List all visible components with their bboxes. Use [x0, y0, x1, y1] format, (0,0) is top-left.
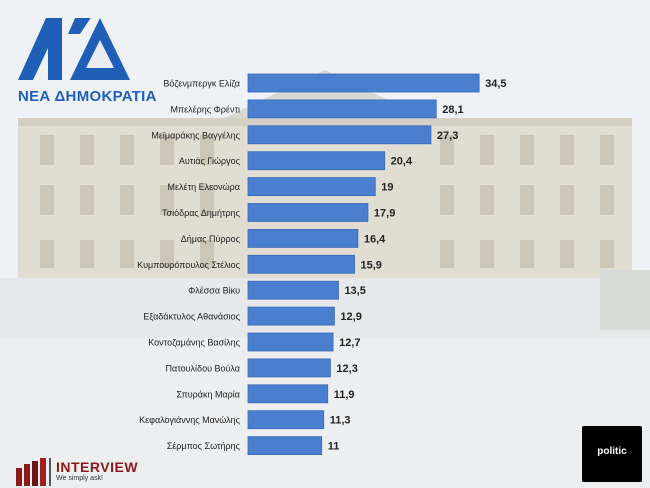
bar [247, 384, 329, 404]
bar [247, 177, 376, 197]
bar [247, 436, 323, 456]
bar [247, 332, 334, 352]
value-label: 13,5 [344, 285, 365, 297]
bar [247, 358, 331, 378]
value-label: 11,9 [334, 389, 355, 401]
bar [247, 125, 432, 145]
category-label: Δήμας Πύρρος [181, 234, 241, 244]
value-label: 12,9 [340, 311, 361, 323]
media-logo: politic [582, 426, 642, 482]
category-label: Κυμπουρόπουλος Στέλιος [137, 260, 241, 270]
value-label: 15,9 [361, 259, 382, 271]
bar [247, 73, 480, 93]
value-label: 17,9 [374, 208, 395, 220]
party-name: ΝΕΑ ΔΗΜΟΚΡΑΤΙΑ [18, 88, 157, 105]
bar [247, 280, 339, 300]
category-label: Τσιόδρας Δημήτρης [162, 208, 241, 218]
bar [247, 306, 335, 326]
category-label: Κεφαλογιάννης Μανώλης [139, 415, 241, 425]
value-label: 11 [328, 441, 340, 453]
value-label: 27,3 [437, 130, 458, 142]
bar [247, 410, 325, 430]
category-label: Εξαδάκτυλος Αθανάσιος [143, 312, 240, 322]
nd-logo-icon [18, 18, 130, 80]
category-label: Αυτιάς Γιώργος [179, 156, 241, 166]
value-label: 28,1 [442, 104, 463, 116]
value-label: 19 [381, 182, 393, 194]
pollster-name: INTERVIEW [56, 459, 139, 475]
bar [247, 151, 386, 171]
category-label: Μεϊμαράκης Βαγγέλης [151, 130, 240, 140]
bar [247, 228, 359, 248]
media-name: politic [597, 446, 627, 457]
value-label: 12,3 [336, 363, 357, 375]
value-label: 12,7 [339, 337, 360, 349]
category-label: Βόζενμπεργκ Ελίζα [163, 79, 240, 89]
value-label: 11,3 [330, 415, 351, 427]
pollster-tagline: We simply ask! [56, 475, 103, 482]
category-label: Μελέτη Ελεονώρα [168, 182, 240, 192]
category-label: Κοντοζαμάνης Βασίλης [148, 338, 240, 348]
bar [247, 203, 369, 222]
category-label: Μπελέρης Φρέντι [170, 104, 240, 114]
bar [247, 254, 355, 274]
bar [247, 99, 437, 119]
category-label: Φλέσσα Βίκυ [188, 286, 240, 296]
category-label: Σέρμπος Σωτήρης [167, 441, 241, 451]
interview-logo-icon [16, 458, 51, 486]
value-label: 16,4 [364, 233, 386, 245]
value-label: 20,4 [391, 156, 413, 168]
category-label: Σπυράκη Μαρία [176, 389, 240, 399]
value-label: 34,5 [485, 78, 506, 90]
category-label: Πατουλίδου Βούλα [166, 363, 241, 373]
